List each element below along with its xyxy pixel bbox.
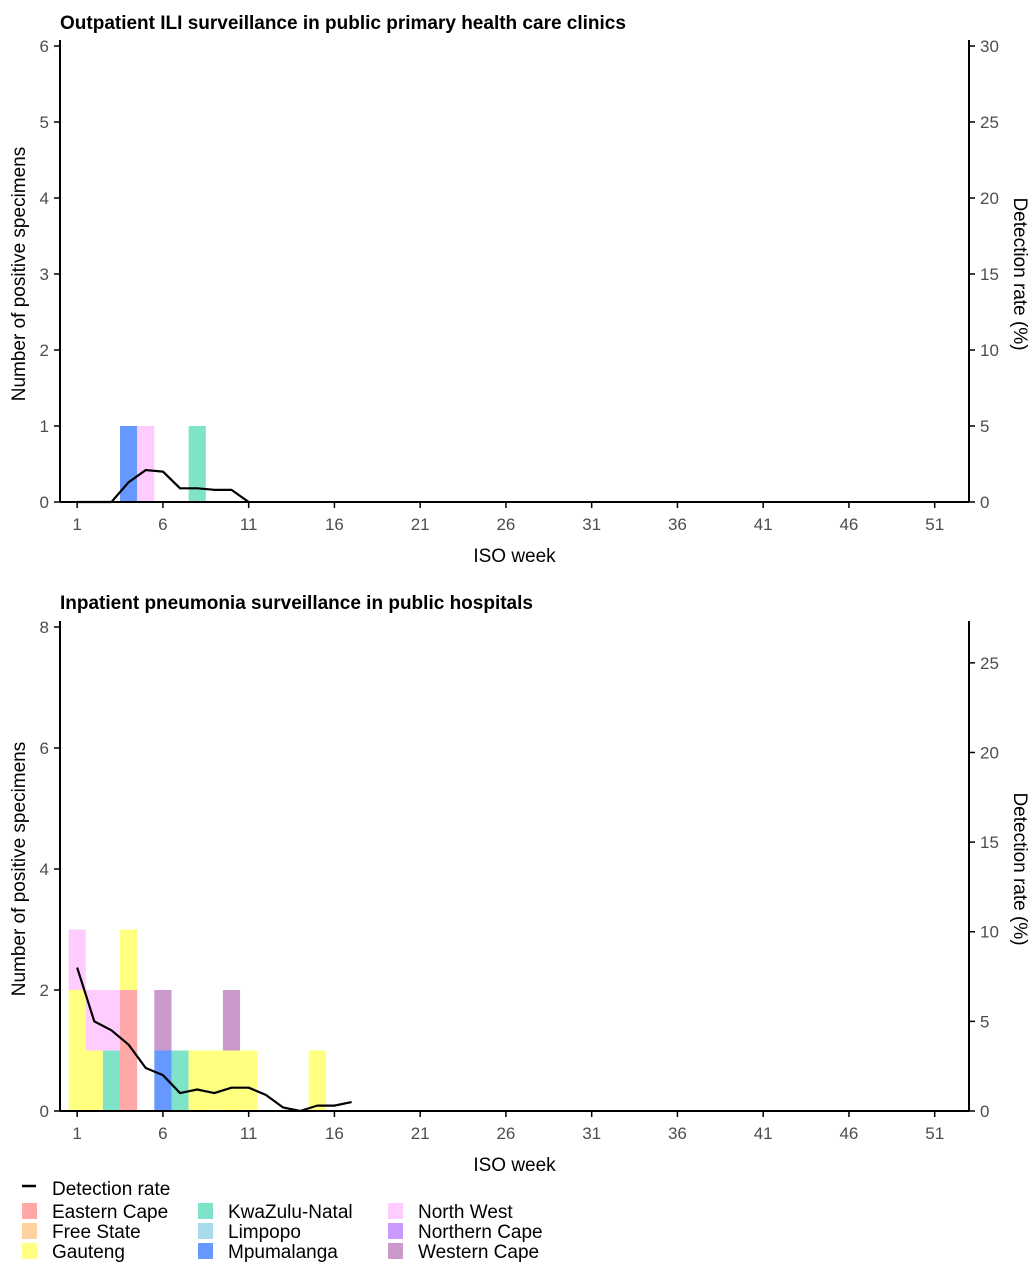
- bar-week-2-gauteng: [85, 1050, 103, 1111]
- x-tick-label: 1: [72, 515, 81, 534]
- y-tick-label: 5: [40, 113, 49, 132]
- x-tick-label: 31: [582, 1124, 601, 1143]
- x-tick-label: 36: [668, 1124, 687, 1143]
- legend-swatch-free-state: [22, 1223, 37, 1239]
- y-tick-label: 4: [40, 860, 49, 879]
- bar-week-1-north-west: [68, 929, 86, 990]
- bar-week-6-western-cape: [154, 990, 172, 1051]
- legend-label-eastern-cape: Eastern Cape: [52, 1202, 168, 1223]
- y2-tick-label: 25: [980, 654, 999, 673]
- bar-week-5-north-west: [137, 426, 155, 502]
- bar-week-7-kwazulu-natal: [171, 1050, 189, 1111]
- x-axis-label: ISO week: [473, 546, 556, 567]
- x-tick-label: 6: [158, 515, 167, 534]
- x-tick-label: 11: [240, 1124, 258, 1143]
- legend-label-western-cape: Western Cape: [418, 1242, 539, 1263]
- legend-swatch-kwazulu-natal: [198, 1203, 213, 1219]
- detection-rate-line: [77, 468, 250, 504]
- y-tick-label: 2: [40, 341, 49, 360]
- x-tick-label: 46: [839, 1124, 858, 1143]
- y-axis-label: Number of positive specimens: [9, 742, 30, 997]
- panel-title: Inpatient pneumonia surveillance in publ…: [60, 593, 533, 614]
- y-tick-label: 6: [40, 37, 49, 56]
- legend-label-kwazulu-natal: KwaZulu-Natal: [228, 1202, 353, 1223]
- y2-tick-label: 5: [980, 1012, 989, 1031]
- y2-tick-label: 0: [980, 1102, 989, 1121]
- y2-tick-label: 0: [980, 493, 989, 512]
- bar-week-6-mpumalanga: [154, 1050, 172, 1111]
- legend-swatch-western-cape: [388, 1243, 403, 1259]
- x-tick-label: 51: [925, 515, 944, 534]
- legend-label-mpumalanga: Mpumalanga: [228, 1242, 338, 1263]
- bar-week-4-gauteng: [120, 929, 138, 990]
- y2-tick-label: 10: [980, 923, 999, 942]
- y-tick-label: 3: [40, 265, 49, 284]
- detection-rate-line: [76, 967, 352, 1113]
- x-tick-label: 46: [839, 515, 858, 534]
- y-tick-label: 4: [40, 189, 49, 208]
- legend-label-north-west: North West: [418, 1202, 513, 1223]
- bar-week-15-gauteng: [308, 1050, 326, 1111]
- x-tick-label: 41: [754, 1124, 773, 1143]
- bar-week-9-gauteng: [205, 1050, 223, 1111]
- y2-tick-label: 10: [980, 341, 999, 360]
- y2-axis-label: Detection rate (%): [1009, 792, 1030, 945]
- y2-tick-label: 20: [980, 743, 999, 762]
- panel-outpatient-ili: Outpatient ILI surveillance in public pr…: [9, 13, 1030, 567]
- bar-week-11-gauteng: [240, 1050, 258, 1111]
- legend-swatch-mpumalanga: [198, 1243, 213, 1259]
- x-tick-label: 26: [496, 1124, 515, 1143]
- legend-swatch-northern-cape: [388, 1223, 403, 1239]
- x-tick-label: 21: [411, 515, 430, 534]
- x-tick-label: 31: [582, 515, 601, 534]
- y2-tick-label: 15: [980, 833, 999, 852]
- y-tick-label: 2: [40, 981, 49, 1000]
- bar-week-8-gauteng: [188, 1050, 206, 1111]
- y2-tick-label: 5: [980, 417, 989, 436]
- bar-week-10-western-cape: [222, 990, 241, 1051]
- bar-week-8-kwazulu-natal: [188, 426, 206, 502]
- x-tick-label: 36: [668, 515, 687, 534]
- legend-swatch-limpopo: [198, 1223, 213, 1239]
- y2-tick-label: 30: [980, 37, 999, 56]
- y2-axis-label: Detection rate (%): [1009, 197, 1030, 350]
- panel-inpatient-pneumonia: Inpatient pneumonia surveillance in publ…: [9, 593, 1030, 1176]
- x-tick-label: 16: [325, 515, 344, 534]
- bar-week-3-kwazulu-natal: [102, 1050, 121, 1111]
- legend-label-detection-rate: Detection rate: [52, 1179, 170, 1200]
- y-tick-label: 1: [40, 417, 49, 436]
- bar-week-10-gauteng: [222, 1050, 241, 1111]
- y-tick-label: 8: [40, 618, 49, 637]
- legend-swatch-eastern-cape: [22, 1203, 37, 1219]
- y2-tick-label: 25: [980, 113, 999, 132]
- x-tick-label: 21: [411, 1124, 430, 1143]
- legend-label-gauteng: Gauteng: [52, 1242, 125, 1263]
- x-tick-label: 1: [72, 1124, 81, 1143]
- bar-week-4-eastern-cape: [120, 990, 138, 1111]
- x-tick-label: 6: [158, 1124, 167, 1143]
- legend-label-northern-cape: Northern Cape: [418, 1222, 543, 1243]
- y-tick-label: 0: [40, 1102, 49, 1121]
- legend-label-free-state: Free State: [52, 1222, 141, 1243]
- y-tick-label: 0: [40, 493, 49, 512]
- x-tick-label: 51: [925, 1124, 944, 1143]
- x-tick-label: 26: [496, 515, 515, 534]
- legend-swatch-gauteng: [22, 1243, 37, 1259]
- x-tick-label: 16: [325, 1124, 344, 1143]
- y-axis-label: Number of positive specimens: [9, 147, 30, 402]
- x-tick-label: 41: [754, 515, 773, 534]
- bar-week-3-north-west: [102, 990, 121, 1051]
- x-tick-label: 11: [240, 515, 258, 534]
- legend-label-limpopo: Limpopo: [228, 1222, 301, 1243]
- y2-tick-label: 15: [980, 265, 999, 284]
- bar-week-1-gauteng: [68, 990, 86, 1111]
- x-axis-label: ISO week: [473, 1155, 556, 1176]
- y-tick-label: 6: [40, 739, 49, 758]
- y2-tick-label: 20: [980, 189, 999, 208]
- legend-swatch-north-west: [388, 1203, 403, 1219]
- panel-title: Outpatient ILI surveillance in public pr…: [60, 13, 626, 34]
- bar-week-4-mpumalanga: [120, 426, 138, 502]
